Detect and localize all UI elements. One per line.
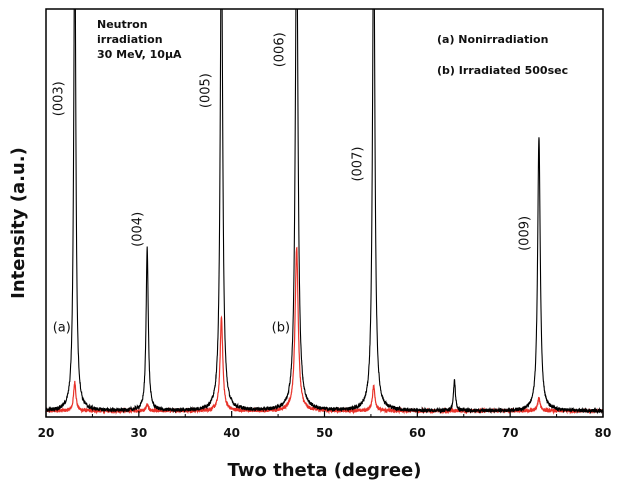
- peak-label: (004): [131, 212, 146, 247]
- curve-label: (a): [53, 320, 71, 335]
- curve-label: (b): [272, 320, 290, 335]
- x-tick-label: 80: [595, 426, 612, 440]
- x-tick-label: 60: [409, 426, 426, 440]
- series-line-irradiated: [46, 246, 603, 415]
- peak-label: (007): [351, 147, 366, 182]
- annotation-line-1: Neutron: [97, 18, 148, 31]
- legend-entry-b: (b) Irradiated 500sec: [437, 64, 568, 77]
- x-tick-label: 40: [223, 426, 240, 440]
- legend-entry-a: (a) Nonirradiation: [437, 33, 548, 46]
- x-tick-label: 30: [130, 426, 147, 440]
- annotation-line-3: 30 MeV, 10µA: [97, 48, 182, 61]
- peak-label: (006): [273, 32, 288, 67]
- label-layer: (003) (004) (005) (006) (007) (009) (a) (b): [52, 32, 533, 335]
- x-tick-label: 20: [38, 426, 55, 440]
- x-tick-label: 50: [316, 426, 333, 440]
- peak-label: (009): [518, 216, 533, 251]
- x-tick-label: 70: [502, 426, 519, 440]
- series-line-nonirradiation: [46, 9, 603, 415]
- tick-layer: 20 30 40 50 60 70 80: [38, 411, 612, 440]
- x-axis-title: Two theta (degree): [228, 460, 422, 481]
- annotation-line-2: irradiation: [97, 33, 163, 46]
- y-axis-title: Intensity (a.u.): [8, 147, 29, 299]
- series-layer: [46, 9, 603, 415]
- peak-label: (005): [198, 73, 213, 108]
- peak-label: (003): [52, 81, 67, 116]
